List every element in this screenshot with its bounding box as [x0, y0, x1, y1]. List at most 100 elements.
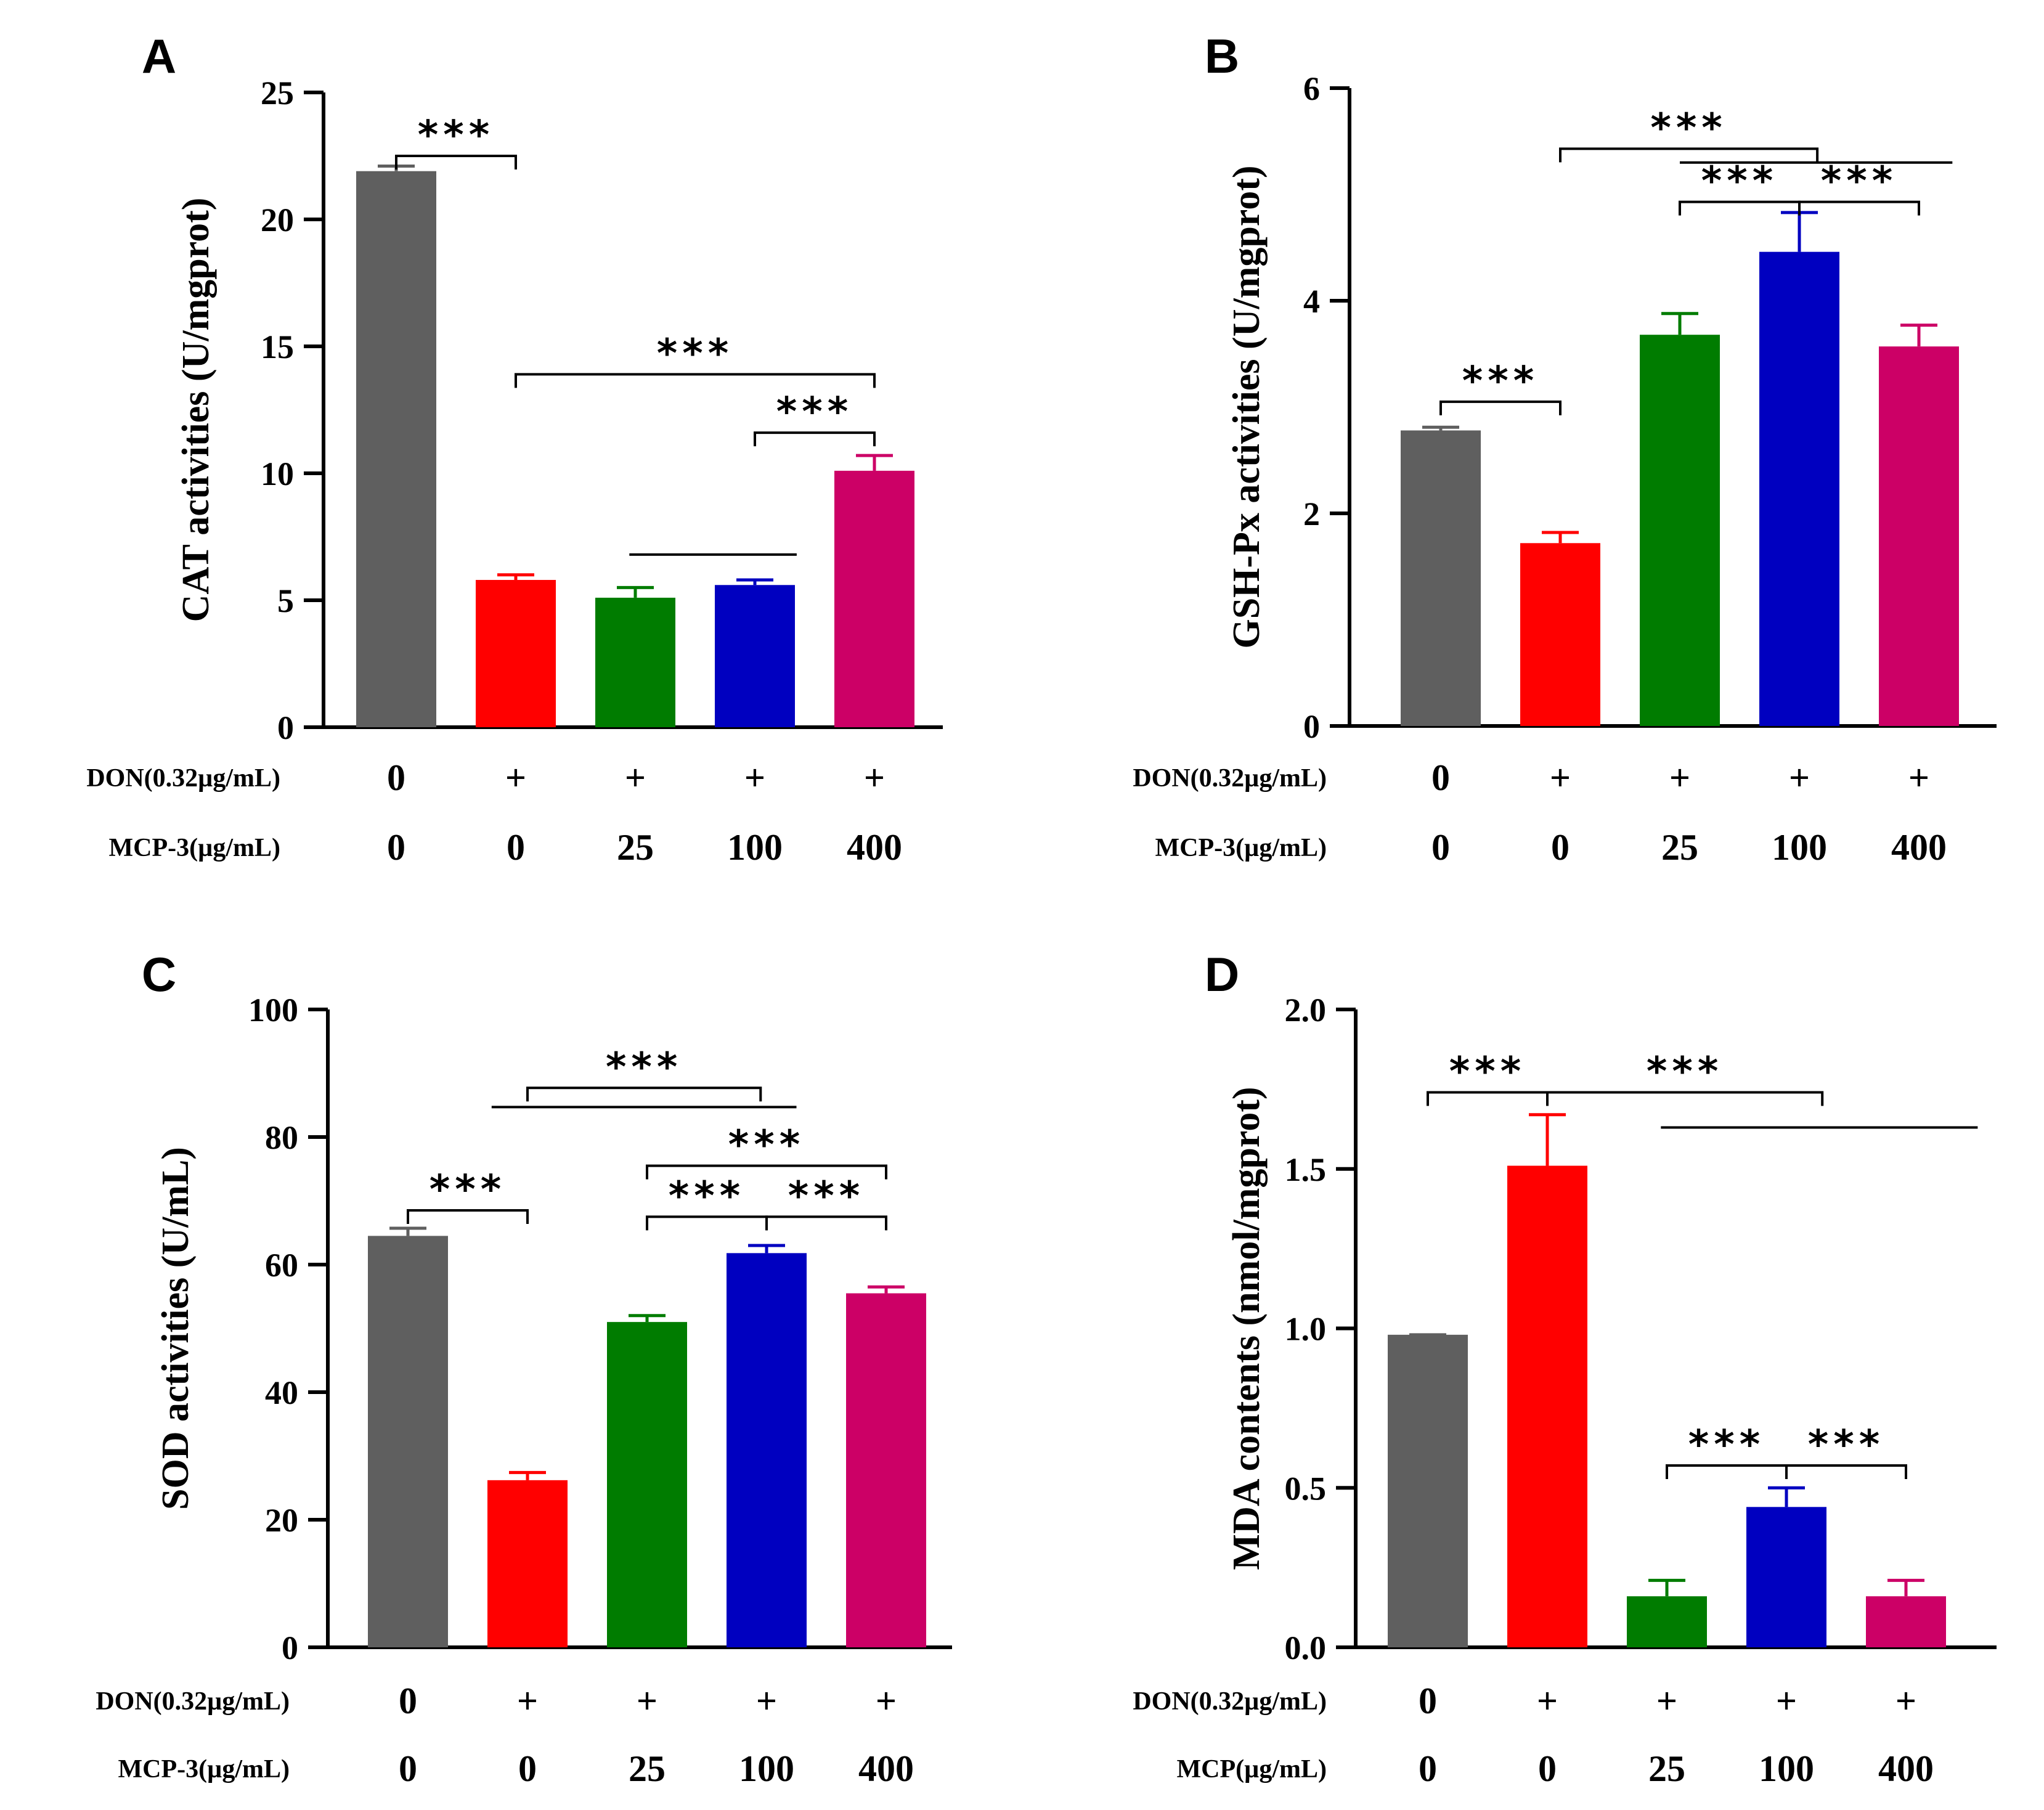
panel-a-y-tick-label: 10 [261, 455, 294, 492]
panel-a-row2-value: 0 [387, 827, 405, 868]
panel-c-bar [368, 1236, 448, 1647]
panel-c-y-tick-label: 0 [282, 1629, 298, 1666]
panel-c-sig-bracket [646, 1164, 887, 1180]
panel-c-sig-label: *** [788, 1173, 865, 1219]
panel-a-sig-bracket [515, 373, 876, 388]
panel-a-y-axis-label: CAT activities (U/mgprot) [175, 198, 217, 622]
panel-a-row2-label: MCP-3(µg/mL) [109, 834, 280, 862]
panel-a-y-tick-label: 0 [277, 709, 294, 746]
panel-c-sig-bracket [765, 1215, 887, 1231]
panel-d-letter: D [1205, 947, 1239, 1001]
panel-d-row2-value: 0 [1419, 1748, 1437, 1789]
panel-c-row1-value: 0 [399, 1681, 417, 1721]
panel-d-sig-label: *** [1808, 1422, 1884, 1468]
panel-c-row1-value: + [876, 1681, 897, 1721]
panel-c-row1-label: DON(0.32µg/mL) [96, 1687, 290, 1716]
panel-c-row2-value: 25 [629, 1748, 666, 1789]
panel-d-row1-label: DON(0.32µg/mL) [1133, 1687, 1327, 1716]
panel-c-bar [607, 1322, 687, 1647]
panel-a-y-tick-label: 20 [261, 202, 294, 238]
panel-b-sig-label: *** [1650, 105, 1727, 151]
panel-b-row2-value: 25 [1661, 827, 1698, 868]
panel-b-y-tick-label: 4 [1303, 283, 1320, 320]
panel-d-bar [1388, 1334, 1468, 1647]
panel-b-row1-value: + [1908, 757, 1929, 798]
panel-d-row2-value: 25 [1648, 1748, 1685, 1789]
panel-b-row2-value: 100 [1772, 827, 1827, 868]
panel-c-y-tick-label: 60 [265, 1247, 298, 1284]
panel-a-bar [834, 470, 914, 727]
panel-d-bar [1746, 1507, 1826, 1647]
panel-c-row1-value: + [517, 1681, 538, 1721]
panel-c-y-tick-label: 80 [265, 1119, 298, 1156]
panel-b-row1-value: + [1550, 757, 1571, 798]
panel-d-row1-value: + [1537, 1681, 1558, 1721]
panel-b-letter: B [1205, 29, 1239, 83]
panel-c-y-axis-label: SOD activities (U/mL) [155, 1147, 197, 1510]
panel-b-bar [1640, 335, 1720, 726]
panel-d-row1-value: + [1656, 1681, 1677, 1721]
panel-b-sig-label: *** [1701, 159, 1778, 205]
panel-d-row2-value: 400 [1878, 1748, 1934, 1789]
panel-d-row1-value: + [1895, 1681, 1916, 1721]
panel-d-row2-label: MCP(µg/mL) [1177, 1755, 1327, 1784]
panel-c-sig-label: *** [728, 1123, 805, 1168]
panel-b-bar [1520, 543, 1600, 726]
panel-d-row1-value: 0 [1419, 1681, 1437, 1721]
panel-a-letter: A [142, 29, 176, 83]
panel-a-y-tick-label: 25 [261, 75, 294, 112]
panel-a-y-tick-label: 5 [277, 582, 294, 619]
panel-b-row1-value: + [1789, 757, 1810, 798]
panel-c-sig-label: *** [430, 1167, 506, 1213]
panel-d-y-tick-label: 1.0 [1285, 1311, 1327, 1348]
panel-d-bar [1627, 1596, 1707, 1647]
panel-b-sig-label: *** [1821, 159, 1897, 205]
panel-c-letter: C [142, 947, 176, 1001]
panel-d: D MDA contents (nmol/mgprot) 0.0 0.5 1.0 1.5 2… [1133, 947, 1997, 1789]
panel-c-y-tick-label: 40 [265, 1374, 298, 1411]
panel-c-bar [727, 1253, 807, 1647]
panel-b-y-tick-label: 6 [1303, 70, 1320, 107]
panel-c-row2-value: 400 [858, 1748, 914, 1789]
panel-a-row1-value: + [864, 757, 885, 798]
panel-c-sig-bracket [526, 1086, 762, 1102]
panel-c-y-tick-label: 100 [248, 992, 298, 1029]
panel-c-bar [846, 1293, 926, 1647]
panel-a-sig-bracket [395, 155, 517, 169]
panel-b-bar [1401, 430, 1481, 726]
panel-a-bar [356, 171, 436, 728]
panel-d-sig-bracket [1785, 1464, 1907, 1480]
panel-a-row1-value: 0 [387, 757, 405, 798]
panel-a-sig-label: *** [657, 331, 733, 377]
panel-d-y-tick-label: 0.5 [1285, 1470, 1327, 1507]
panel-a-row2-value: 400 [847, 827, 902, 868]
panel-d-y-axis-label: MDA contents (nmol/mgprot) [1226, 1086, 1268, 1570]
panel-c-row2-value: 0 [518, 1748, 537, 1789]
panel-c-y-tick-label: 20 [265, 1502, 298, 1539]
panel-c-row1-value: + [756, 1681, 777, 1721]
panel-d-y-tick-label: 2.0 [1285, 992, 1327, 1029]
panel-b-row2-value: 0 [1551, 827, 1570, 868]
panel-a-sig-label: *** [776, 389, 853, 435]
panel-c-row2-value: 100 [739, 1748, 794, 1789]
panel-a-row1-label: DON(0.32µg/mL) [86, 764, 280, 793]
panel-b-y-tick-label: 0 [1303, 708, 1320, 745]
panel-b-sig-bracket [1559, 147, 1819, 163]
panel-b-row1-value: + [1669, 757, 1690, 798]
panel-b-y-tick-label: 2 [1303, 495, 1320, 532]
panel-d-y-tick-label: 1.5 [1285, 1151, 1327, 1188]
panel-c-row1-value: + [637, 1681, 658, 1721]
panel-d-sig-label: *** [1449, 1050, 1526, 1095]
panel-c-sig-label: *** [606, 1045, 682, 1090]
panel-a-row2-value: 100 [727, 827, 783, 868]
panel-d-row2-value: 100 [1759, 1748, 1814, 1789]
panel-b-bar [1759, 251, 1839, 726]
panel-b-row2-label: MCP-3(µg/mL) [1155, 834, 1327, 862]
panel-a-row1-value: + [505, 757, 526, 798]
panel-d-y-tick-label: 0.0 [1285, 1629, 1327, 1666]
panel-a: A CAT activities (U/mgprot) 0 5 10 15 20 25 *** *… [86, 29, 943, 868]
panel-a-row2-value: 0 [507, 827, 525, 868]
panel-d-sig-label: *** [1688, 1422, 1765, 1468]
panel-a-bar [595, 597, 675, 727]
